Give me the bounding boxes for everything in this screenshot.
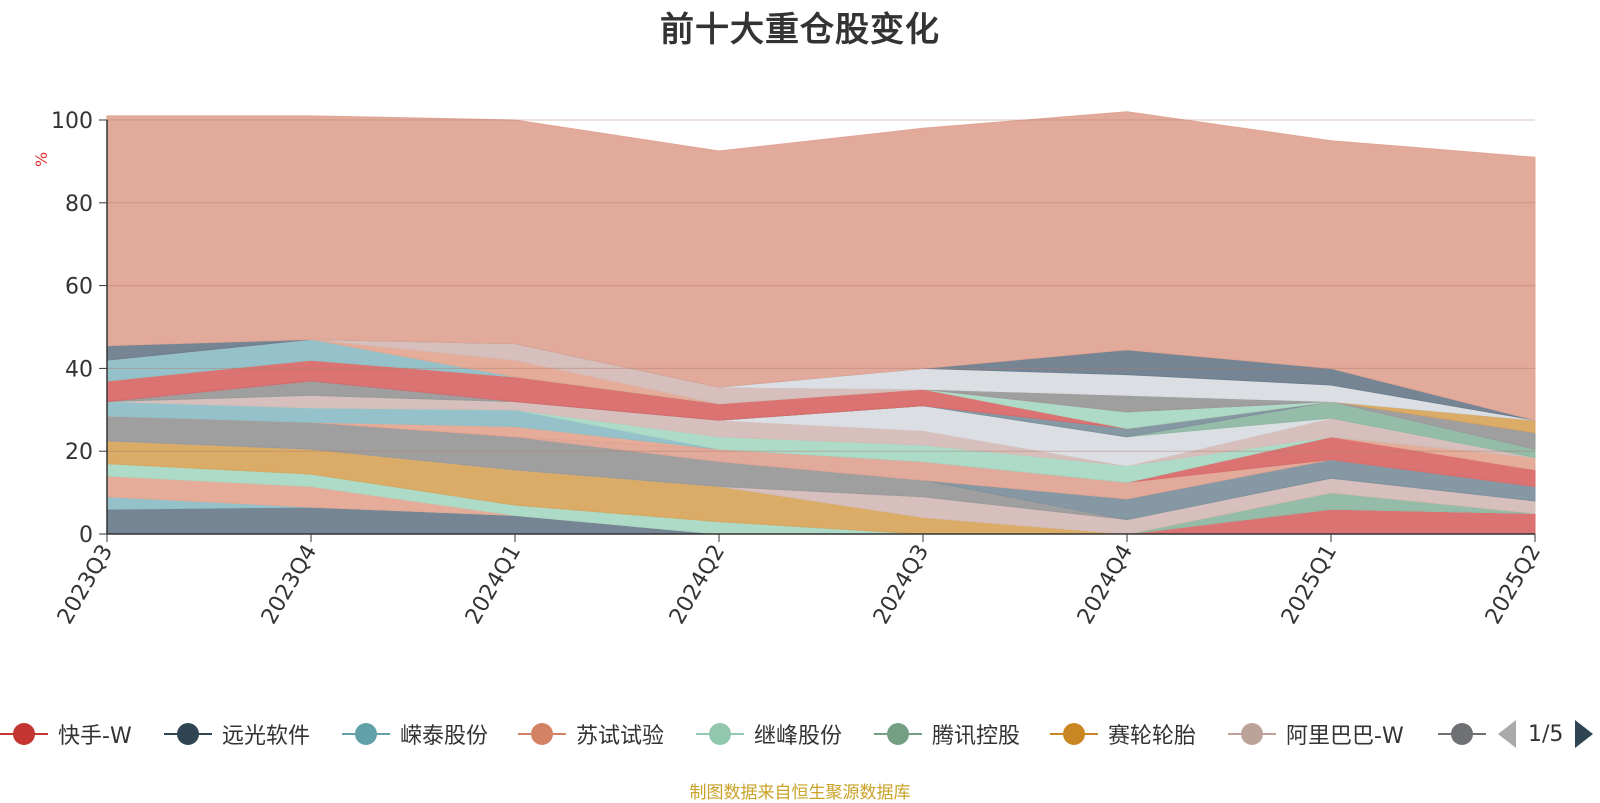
x-tick-label: 2024Q3 (869, 541, 934, 629)
legend-label: 远光软件 (222, 724, 311, 749)
legend-item[interactable] (1438, 716, 1486, 752)
legend-item[interactable]: 继峰股份 (696, 716, 842, 752)
x-tick-label: 2025Q1 (1277, 541, 1342, 629)
x-tick-label: 2023Q4 (257, 541, 322, 629)
y-tick-label: 100 (51, 109, 93, 134)
chart-title: 前十大重仓股变化 (660, 10, 940, 50)
y-tick-label: 60 (65, 275, 93, 300)
legend-label: 阿里巴巴-W (1286, 724, 1404, 749)
y-tick-label: 0 (79, 523, 93, 548)
legend-marker-icon (1438, 722, 1486, 746)
legend-label: 嵘泰股份 (400, 724, 489, 749)
grid-lines (99, 119, 1535, 535)
legend-item[interactable]: 苏试试验 (518, 716, 664, 752)
source-note: 制图数据来自恒生聚源数据库 (689, 783, 911, 803)
x-tick-label: 2025Q2 (1481, 541, 1546, 629)
legend-page-indicator: 1/5 (1528, 721, 1564, 747)
next-page-icon[interactable] (1575, 720, 1594, 748)
legend-label: 苏试试验 (576, 724, 665, 749)
x-tick-label: 2024Q2 (665, 541, 730, 629)
legend-marker-icon (696, 722, 744, 746)
legend-marker-icon (1050, 722, 1098, 746)
legend-label: 继峰股份 (754, 724, 843, 749)
legend-marker-icon (1228, 722, 1276, 746)
area-series-group (106, 111, 1536, 535)
y-tick-labels: 0 20 40 60 80 100 (51, 109, 93, 548)
x-tick-labels: 2023Q3 2023Q4 2024Q1 2024Q2 2024Q3 2024Q4 2025… (53, 541, 1546, 629)
legend-label: 赛轮轮胎 (1108, 724, 1197, 749)
stacked-area-chart: 2023Q3 2023Q4 2024Q1 2024Q2 2024Q3 2024Q4 2025… (51, 109, 1546, 629)
previous-page-icon[interactable] (1498, 720, 1516, 748)
legend-marker-icon (518, 722, 566, 746)
legend-item[interactable]: 嵘泰股份 (342, 716, 488, 752)
legend-pager: 1/5 (1498, 716, 1594, 752)
legend-label: 快手-W (58, 724, 132, 749)
legend-marker-icon (0, 722, 48, 746)
y-tick-label: 40 (65, 357, 93, 382)
axes (106, 120, 1536, 542)
y-tick-label: 20 (65, 440, 93, 465)
legend-item[interactable]: 远光软件 (164, 716, 310, 752)
legend-marker-icon (874, 722, 922, 746)
x-tick-label: 2023Q3 (53, 541, 118, 629)
legend-label: 腾讯控股 (932, 724, 1021, 749)
legend-item[interactable]: 腾讯控股 (874, 716, 1020, 752)
legend-marker-icon (342, 722, 390, 746)
x-tick-label: 2024Q1 (461, 541, 526, 629)
legend-item[interactable]: 快手-W (0, 716, 132, 752)
y-tick-label: 80 (65, 192, 93, 217)
x-tick-label: 2024Q4 (1073, 541, 1138, 629)
area-series-29[interactable] (106, 111, 1536, 421)
legend-item[interactable]: 赛轮轮胎 (1050, 716, 1196, 752)
legend-marker-icon (164, 722, 212, 746)
legend-item[interactable]: 阿里巴巴-W (1228, 716, 1404, 752)
legend: 快手-W 远光软件 嵘泰股份 苏试试验 继峰股份 腾讯控股 赛轮轮胎 阿里巴巴-W (0, 716, 1600, 752)
